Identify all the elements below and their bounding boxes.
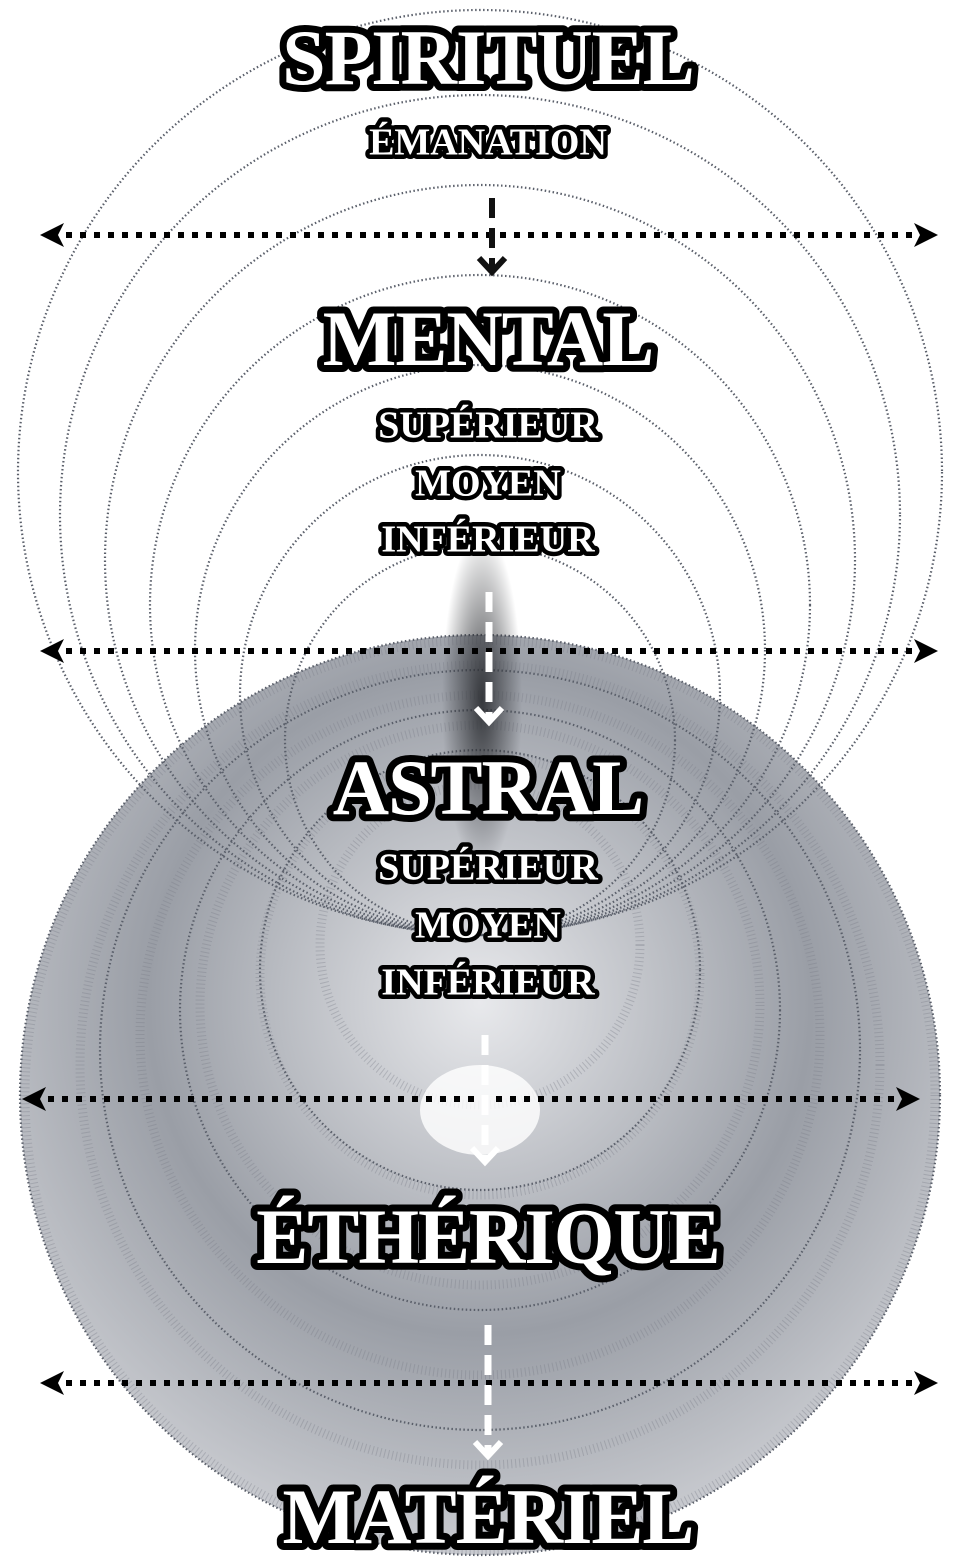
sublevel: SUPÉRIEUR bbox=[378, 847, 598, 889]
plane-title: MENTAL bbox=[323, 295, 654, 382]
sublevel: SUPÉRIEUR bbox=[378, 405, 598, 447]
sublevel: MOYEN bbox=[415, 905, 561, 947]
sublevel: MOYEN bbox=[415, 463, 561, 505]
sublevel: ÉMANATION bbox=[369, 122, 607, 164]
plane-title: SPIRITUEL bbox=[282, 14, 693, 101]
sublevel: INFÉRIEUR bbox=[381, 519, 595, 561]
plane-title: MATÉRIEL bbox=[283, 1473, 694, 1560]
glow bbox=[420, 1065, 540, 1155]
plane-title: ÉTHÉRIQUE bbox=[256, 1193, 719, 1280]
sublevel: INFÉRIEUR bbox=[381, 962, 595, 1004]
diagram: SPIRITUEL ÉMANATION MENTAL SUPÉRIEUR MOY… bbox=[0, 0, 960, 1561]
plane-title: ASTRAL bbox=[333, 744, 643, 831]
